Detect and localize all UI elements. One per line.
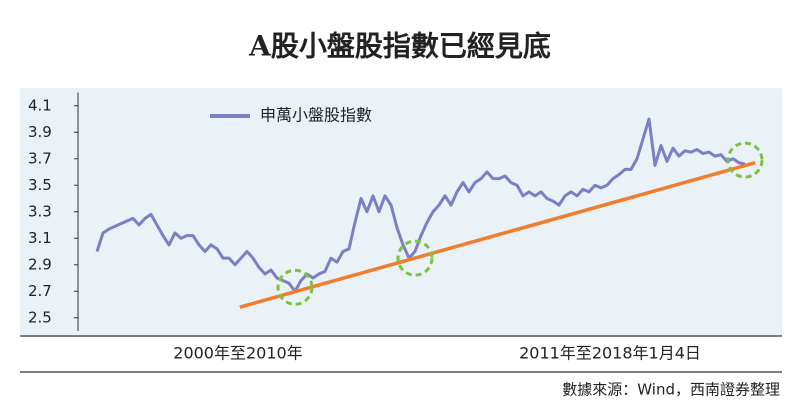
plot-background — [20, 88, 782, 336]
y-tick-label: 3.7 — [28, 149, 52, 167]
y-tick-label: 3.1 — [28, 229, 52, 247]
trend-line — [239, 161, 756, 309]
legend-label: 申萬小盤股指數 — [260, 106, 372, 125]
source: 數據來源：Wind，西南證券整理 — [562, 381, 780, 399]
highlight-circle — [726, 141, 764, 179]
highlight-circle — [396, 239, 434, 277]
y-tick-label: 3.9 — [28, 123, 52, 141]
y-tick-label: 3.5 — [28, 176, 52, 194]
x-range-label: 2011年至2018年1月4日 — [519, 344, 701, 363]
highlight-circle — [276, 268, 314, 306]
y-tick-label: 2.7 — [28, 282, 52, 300]
data-line — [95, 117, 746, 293]
y-tick-label: 3.3 — [28, 202, 52, 220]
y-tick-label: 2.5 — [28, 308, 52, 326]
y-tick-label: 4.1 — [28, 96, 52, 114]
x-range-label: 2000年至2010年 — [173, 344, 302, 363]
chart-title: A股小盤股指數已經見底 — [248, 30, 551, 63]
y-tick-label: 2.9 — [28, 255, 52, 273]
